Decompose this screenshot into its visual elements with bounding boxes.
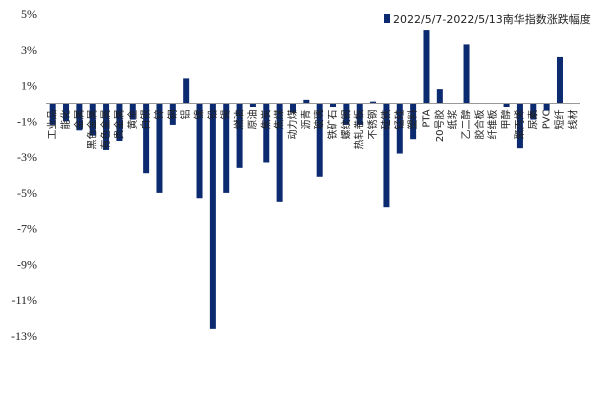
x-tick-label: 硅铁 — [379, 109, 392, 129]
x-tick-label: 沥青 — [299, 109, 312, 129]
bar — [129, 103, 136, 120]
bar — [396, 103, 403, 154]
x-tick-label: 铁矿石 — [326, 109, 339, 139]
x-tick-label: PTA — [421, 109, 432, 127]
x-tick-label: 金属 — [72, 109, 85, 129]
x-tick-label: 螺纹钢 — [339, 109, 352, 139]
x-tick-label: 贵金属 — [112, 109, 125, 139]
x-tick-label: 甲醇 — [500, 109, 513, 129]
y-tick-label: -5% — [17, 186, 37, 200]
x-tick-label: 聚丙烯 — [513, 109, 526, 139]
legend: 2022/5/7-2022/5/13南华指数涨跌幅度 — [384, 12, 591, 26]
x-tick-label: 不锈钢 — [366, 109, 379, 139]
bar — [530, 103, 537, 120]
y-tick-label: 3% — [21, 43, 37, 57]
bar — [209, 103, 216, 329]
x-tick-label: 原油 — [246, 109, 259, 129]
bar — [276, 103, 283, 202]
bar — [183, 78, 190, 104]
y-tick-label: -7% — [17, 222, 37, 236]
x-tick-label: 纤维板 — [486, 109, 499, 139]
bar — [543, 103, 550, 111]
bar — [169, 103, 176, 125]
x-tick-label: 玻璃 — [313, 109, 326, 129]
x-tick-label: 铝 — [180, 109, 192, 119]
bar — [463, 44, 470, 104]
bar — [116, 103, 123, 142]
bar — [503, 103, 510, 108]
x-tick-label: 铜 — [167, 109, 179, 119]
y-tick-label: -3% — [17, 150, 37, 164]
bar — [370, 101, 377, 104]
bar — [410, 103, 417, 140]
bar — [330, 103, 337, 108]
bar — [316, 103, 323, 177]
y-tick-label: -11% — [11, 293, 37, 307]
x-tick-label: 线材 — [566, 109, 579, 129]
bar — [156, 103, 163, 193]
bars-group — [49, 30, 563, 329]
bar — [356, 103, 363, 125]
x-tick-label: 焦煤 — [273, 109, 286, 129]
y-tick-label: -1% — [17, 114, 37, 128]
x-tick-label: 有色金属 — [99, 109, 112, 149]
x-tick-label: 能化 — [59, 109, 72, 129]
x-tick-label: 焦炭 — [259, 109, 272, 129]
bar — [49, 103, 56, 125]
bar — [556, 56, 563, 104]
x-tick-label: 胶合板 — [473, 109, 486, 139]
x-tick-label: 20号胶 — [433, 109, 446, 142]
legend-label: 2022/5/7-2022/5/13南华指数涨跌幅度 — [393, 12, 591, 26]
bar — [249, 103, 256, 108]
bar — [103, 103, 110, 150]
x-tick-label: 短纤 — [553, 109, 566, 129]
x-tick-label: PVC — [542, 109, 553, 129]
x-tick-label: 黄金 — [126, 109, 139, 129]
y-tick-label: 5% — [21, 7, 37, 21]
y-tick-label: -9% — [17, 257, 37, 271]
x-tick-label: 镍 — [193, 109, 206, 119]
x-tick-label: 锰硅 — [393, 109, 406, 129]
bar — [383, 103, 390, 208]
x-tick-label: 动力煤 — [286, 109, 299, 139]
bar — [236, 103, 243, 168]
x-tick-label: 塑料 — [406, 109, 419, 129]
bar — [303, 99, 310, 104]
y-axis: 5% 3% 1% -1% -3% -5% -7% -9% -11% -13% — [11, 7, 37, 343]
bar — [263, 103, 270, 163]
bar — [143, 103, 150, 174]
bar — [289, 103, 296, 113]
bar — [63, 103, 70, 122]
legend-swatch — [384, 14, 390, 23]
y-tick-label: 1% — [21, 79, 37, 93]
x-tick-label: 黑色金属 — [86, 109, 99, 149]
x-tick-label: 纸浆 — [446, 109, 459, 129]
x-tick-label: 热轧卷板 — [353, 109, 366, 149]
y-tick-label: -13% — [11, 329, 37, 343]
bar — [436, 89, 443, 104]
x-tick-label: 锡 — [219, 109, 232, 119]
x-tick-label: 铅 — [206, 109, 219, 119]
bar — [343, 103, 350, 125]
x-axis-labels: 工业品 能化 金属 黑色金属 有色金属 贵金属 黄金 白银锌铜铝镍铅锡燃油 原油 焦炭 焦煤 动力煤沥… — [47, 109, 580, 149]
bar — [76, 103, 83, 131]
bar — [423, 30, 430, 104]
x-tick-label: 锌 — [152, 109, 165, 119]
bar — [196, 103, 203, 199]
bar — [516, 103, 523, 149]
bar — [223, 103, 230, 193]
x-tick-label: 工业品 — [47, 109, 59, 139]
x-tick-label: 乙二醇 — [460, 109, 473, 139]
bar — [89, 103, 96, 136]
x-tick-label: 白银 — [139, 109, 152, 129]
x-tick-label: 尿素 — [526, 109, 539, 129]
x-tick-label: 燃油 — [233, 109, 246, 129]
